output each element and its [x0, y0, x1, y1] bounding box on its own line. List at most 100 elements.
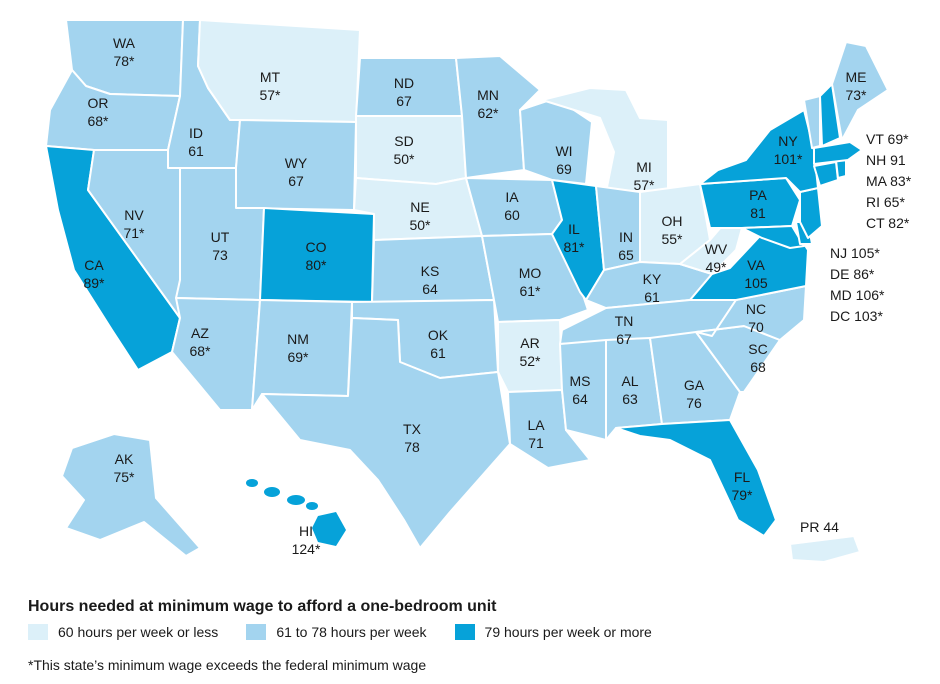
state-ct	[813, 161, 839, 187]
state-value-tx: 78	[404, 439, 420, 455]
state-abbr-ks: KS	[421, 263, 440, 279]
state-abbr-al: AL	[621, 373, 638, 389]
state-ms	[559, 339, 607, 441]
label-dc: DC 103*	[830, 308, 883, 324]
state-abbr-pa: PA	[749, 187, 767, 203]
state-abbr-ne: NE	[410, 199, 429, 215]
state-abbr-mn: MN	[477, 87, 499, 103]
state-md	[741, 225, 805, 249]
state-value-sc: 68	[750, 359, 766, 375]
label-ct: CT 82*	[866, 215, 910, 231]
state-abbr-in: IN	[619, 229, 633, 245]
state-abbr-oh: OH	[662, 213, 683, 229]
state-value-mi: 57*	[633, 177, 655, 193]
state-value-tn: 67	[616, 331, 632, 347]
legend-item-low: 60 hours per week or less	[28, 624, 218, 640]
state-abbr-ky: KY	[643, 271, 662, 287]
legend-label-low: 60 hours per week or less	[58, 624, 219, 640]
state-value-fl: 79*	[731, 487, 753, 503]
state-abbr-or: OR	[88, 95, 109, 111]
state-abbr-nc: NC	[746, 301, 766, 317]
state-abbr-id: ID	[189, 125, 203, 141]
legend-swatch-high	[454, 624, 475, 640]
state-value-wv: 49*	[705, 259, 727, 275]
state-value-oh: 55*	[661, 231, 683, 247]
state-abbr-ca: CA	[84, 257, 104, 273]
state-value-va: 105	[744, 275, 768, 291]
state-abbr-nd: ND	[394, 75, 414, 91]
state-value-wy: 67	[288, 173, 304, 189]
state-sd	[355, 115, 467, 185]
state-abbr-wv: WV	[705, 241, 728, 257]
territory-pr	[789, 535, 861, 563]
state-me	[831, 41, 889, 141]
state-value-ks: 64	[422, 281, 438, 297]
state-value-la: 71	[528, 435, 544, 451]
state-abbr-il: IL	[568, 221, 580, 237]
state-value-ga: 76	[686, 395, 702, 411]
state-value-co: 80*	[305, 257, 327, 273]
state-mt	[197, 19, 361, 123]
legend-item-high: 79 hours per week or more	[454, 624, 652, 640]
state-abbr-tx: TX	[403, 421, 422, 437]
state-ga	[649, 331, 741, 425]
state-nj	[799, 187, 823, 239]
legend-swatch-low	[28, 624, 48, 640]
legend-swatch-mid	[246, 624, 267, 640]
state-value-ia: 60	[504, 207, 520, 223]
state-vt	[803, 95, 821, 149]
state-value-al: 63	[622, 391, 638, 407]
state-hi	[246, 479, 346, 546]
legend: Hours needed at minimum wage to afford a…	[28, 598, 908, 640]
state-abbr-nm: NM	[287, 331, 309, 347]
state-ak	[61, 433, 201, 557]
state-abbr-sd: SD	[394, 133, 413, 149]
state-abbr-ar: AR	[520, 335, 539, 351]
state-value-ut: 73	[212, 247, 228, 263]
state-value-ny: 101*	[774, 151, 803, 167]
state-abbr-mt: MT	[260, 69, 281, 85]
state-abbr-mo: MO	[519, 265, 542, 281]
state-abbr-hi: HI	[299, 523, 313, 539]
state-value-il: 81*	[563, 239, 585, 255]
state-az	[171, 297, 261, 411]
state-abbr-wy: WY	[285, 155, 308, 171]
state-co	[259, 207, 375, 303]
state-value-pa: 81	[750, 205, 766, 221]
state-mi	[541, 87, 669, 193]
state-value-id: 61	[188, 143, 204, 159]
footnote: *This state’s minimum wage exceeds the f…	[28, 657, 427, 673]
state-abbr-wi: WI	[555, 143, 572, 159]
label-vt: VT 69*	[866, 131, 909, 147]
state-value-or: 68*	[87, 113, 109, 129]
state-abbr-la: LA	[527, 417, 545, 433]
state-value-hi: 124*	[292, 541, 321, 557]
state-value-mn: 62*	[477, 105, 499, 121]
us-states-map: WA 78* OR 68* CA 89* ID 61 NV 71* MT 57* WY 67 UT 73 AZ 6…	[45, 19, 912, 563]
legend-label-high: 79 hours per week or more	[484, 624, 652, 640]
state-abbr-az: AZ	[191, 325, 209, 341]
state-value-ar: 52*	[519, 353, 541, 369]
state-abbr-ak: AK	[115, 451, 134, 467]
state-ri	[835, 159, 847, 179]
state-value-ky: 61	[644, 289, 660, 305]
state-value-ca: 89*	[83, 275, 105, 291]
state-abbr-ok: OK	[428, 327, 449, 343]
state-abbr-wa: WA	[113, 35, 136, 51]
state-abbr-co: CO	[306, 239, 327, 255]
state-abbr-mi: MI	[636, 159, 652, 175]
state-abbr-ut: UT	[211, 229, 230, 245]
label-nj: NJ 105*	[830, 245, 880, 261]
label-ma: MA 83*	[866, 173, 912, 189]
state-value-ms: 64	[572, 391, 588, 407]
state-value-mt: 57*	[259, 87, 281, 103]
state-value-wi: 69	[556, 161, 572, 177]
state-value-ak: 75*	[113, 469, 135, 485]
state-abbr-ny: NY	[778, 133, 798, 149]
label-de: DE 86*	[830, 266, 875, 282]
state-abbr-tn: TN	[615, 313, 634, 329]
label-pr: PR 44	[800, 519, 839, 535]
state-abbr-nv: NV	[124, 207, 144, 223]
state-abbr-me: ME	[846, 69, 867, 85]
